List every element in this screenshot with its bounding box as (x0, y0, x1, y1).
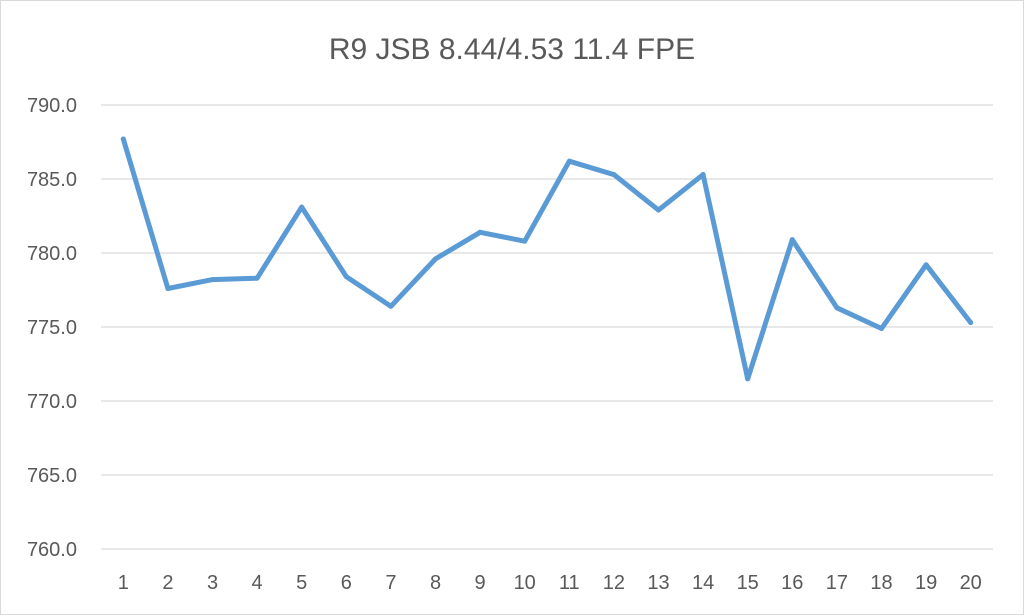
y-tick-label: 760.0 (27, 539, 77, 561)
data-point-3 (210, 277, 215, 283)
y-axis-tick-labels: 760.0 765.0 770.0 775.0 780.0 785.0 790.0 (27, 95, 77, 561)
x-tick-label: 13 (647, 572, 669, 594)
x-tick-label: 2 (162, 572, 173, 594)
y-tick-label: 780.0 (27, 243, 77, 265)
data-point-6 (343, 274, 349, 280)
x-tick-label: 14 (692, 572, 714, 594)
x-axis-tick-labels: 1 2 3 4 5 6 7 8 9 10 11 12 13 14 15 16 17 18 19 20 (118, 572, 982, 594)
data-point-4 (254, 275, 260, 281)
data-point-1 (120, 136, 126, 142)
x-tick-label: 1 (118, 572, 129, 594)
y-tick-label: 785.0 (27, 169, 77, 191)
x-tick-label: 3 (207, 572, 218, 594)
gridlines (101, 104, 993, 550)
chart-title: R9 JSB 8.44/4.53 11.4 FPE (329, 33, 695, 66)
data-point-14 (700, 172, 706, 178)
data-point-19 (923, 262, 929, 268)
data-point-20 (968, 320, 974, 326)
data-point-8 (433, 256, 438, 262)
x-tick-label: 16 (781, 572, 803, 594)
data-point-2 (165, 286, 171, 292)
data-point-18 (879, 325, 884, 331)
x-tick-label: 6 (341, 572, 352, 594)
x-tick-label: 11 (559, 572, 580, 594)
y-tick-label: 765.0 (27, 465, 77, 487)
series-layer (120, 136, 974, 382)
data-point-5 (299, 204, 305, 210)
y-tick-label: 775.0 (27, 317, 77, 339)
x-tick-label: 7 (385, 572, 396, 594)
y-tick-label: 790.0 (27, 95, 77, 117)
data-point-17 (834, 305, 840, 311)
x-tick-label: 5 (296, 572, 307, 594)
data-point-13 (656, 207, 661, 213)
y-tick-label: 770.0 (27, 391, 77, 413)
x-tick-label: 4 (252, 572, 263, 594)
x-tick-label: 20 (960, 572, 982, 594)
data-point-9 (477, 229, 483, 235)
x-tick-label: 18 (870, 572, 892, 594)
data-point-11 (566, 158, 572, 164)
data-point-15 (745, 376, 751, 382)
x-tick-label: 12 (603, 572, 625, 594)
x-tick-label: 19 (915, 572, 937, 594)
data-point-7 (388, 303, 394, 309)
x-tick-label: 17 (826, 572, 848, 594)
x-tick-label: 9 (475, 572, 486, 594)
x-tick-label: 10 (514, 572, 536, 594)
data-point-10 (522, 238, 528, 244)
series-line (120, 136, 974, 382)
data-point-16 (789, 237, 795, 243)
x-tick-label: 15 (737, 572, 759, 594)
x-tick-label: 8 (430, 572, 441, 594)
data-point-12 (611, 172, 617, 178)
